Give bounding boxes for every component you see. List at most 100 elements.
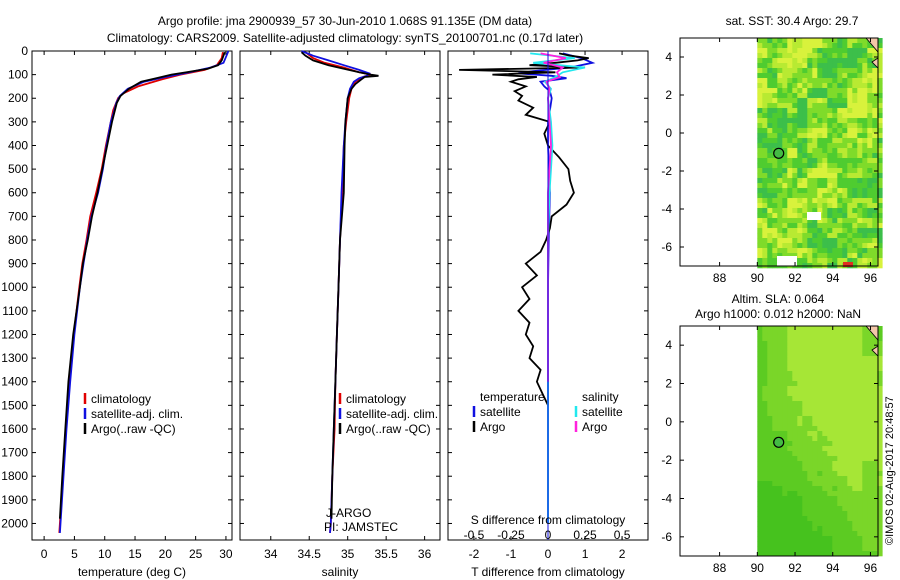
- top-axis-label: S difference from climatology: [471, 513, 626, 527]
- map-cell: [877, 451, 883, 457]
- map-cell: [807, 228, 813, 234]
- map-cell: [852, 326, 858, 332]
- map-cell: [822, 153, 828, 159]
- map-cell: [832, 456, 838, 462]
- map-cell: [782, 501, 788, 507]
- map-cell: [777, 361, 783, 367]
- map-cell: [867, 258, 873, 264]
- map-cell: [827, 128, 833, 134]
- map-cell: [802, 526, 808, 532]
- map-cell: [827, 516, 833, 522]
- map-cell: [862, 43, 868, 49]
- map-cell: [852, 381, 858, 387]
- map-cell: [862, 421, 868, 427]
- map-cell: [872, 516, 878, 522]
- map-cell: [837, 183, 843, 189]
- map-cell: [872, 336, 878, 342]
- map-cell: [857, 436, 863, 442]
- map-cell: [762, 53, 768, 59]
- map-cell: [842, 103, 848, 109]
- map-cell: [782, 203, 788, 209]
- map-missing-cell: [807, 212, 821, 220]
- map-cell: [797, 476, 803, 482]
- y-tick-label: 1400: [1, 375, 28, 389]
- map-cell: [807, 178, 813, 184]
- map-cell: [817, 501, 823, 507]
- map-cell: [852, 526, 858, 532]
- map-cell: [842, 118, 848, 124]
- map-cell: [852, 386, 858, 392]
- map-cell: [867, 238, 873, 244]
- map-cell: [832, 143, 838, 149]
- map-cell: [792, 63, 798, 69]
- map-cell: [797, 431, 803, 437]
- map-cell: [792, 223, 798, 229]
- map-cell: [792, 521, 798, 527]
- map-cell: [792, 143, 798, 149]
- map-cell: [827, 63, 833, 69]
- map-cell: [852, 531, 858, 537]
- map-cell: [757, 486, 763, 492]
- map-cell: [757, 153, 763, 159]
- map-cell: [847, 173, 853, 179]
- map-cell: [802, 326, 808, 332]
- map-cell: [767, 228, 773, 234]
- map-cell: [832, 233, 838, 239]
- map-cell: [777, 63, 783, 69]
- map-cell: [822, 233, 828, 239]
- map-cell: [797, 63, 803, 69]
- map-cell: [807, 541, 813, 547]
- map-cell: [772, 361, 778, 367]
- map-cell: [787, 531, 793, 537]
- map-cell: [842, 466, 848, 472]
- map-cell: [792, 526, 798, 532]
- map-cell: [777, 188, 783, 194]
- map-cell: [837, 178, 843, 184]
- map-cell: [842, 391, 848, 397]
- map-cell: [762, 446, 768, 452]
- map-cell: [827, 73, 833, 79]
- map-cell: [872, 98, 878, 104]
- map-cell: [802, 366, 808, 372]
- map-cell: [852, 421, 858, 427]
- map-cell: [827, 376, 833, 382]
- map-cell: [817, 336, 823, 342]
- map-cell: [867, 506, 873, 512]
- map-cell: [772, 223, 778, 229]
- map-cell: [802, 138, 808, 144]
- map-cell: [867, 331, 873, 337]
- map-cell: [877, 461, 883, 467]
- map-cell: [757, 103, 763, 109]
- map-cell: [857, 411, 863, 417]
- map-cell: [827, 193, 833, 199]
- map-cell: [802, 421, 808, 427]
- map-cell: [872, 253, 878, 259]
- map-cell: [872, 536, 878, 542]
- map-cell: [862, 426, 868, 432]
- map-cell: [822, 253, 828, 259]
- map-cell: [837, 406, 843, 412]
- map-cell: [807, 331, 813, 337]
- map-cell: [827, 356, 833, 362]
- map-cell: [792, 198, 798, 204]
- map-cell: [782, 88, 788, 94]
- map-cell: [762, 188, 768, 194]
- map-cell: [767, 426, 773, 432]
- map-cell: [762, 531, 768, 537]
- map-cell: [762, 78, 768, 84]
- map-cell: [787, 411, 793, 417]
- map-cell: [772, 213, 778, 219]
- map-cell: [822, 238, 828, 244]
- map-cell: [857, 381, 863, 387]
- map-cell: [852, 253, 858, 259]
- map-cell: [842, 193, 848, 199]
- map-cell: [822, 158, 828, 164]
- map-cell: [847, 213, 853, 219]
- map-cell: [782, 326, 788, 332]
- map-cell: [782, 446, 788, 452]
- map-cell: [807, 93, 813, 99]
- figure-title-line2: Climatology: CARS2009. Satellite-adjuste…: [107, 31, 583, 45]
- map-cell: [857, 366, 863, 372]
- map-cell: [792, 401, 798, 407]
- map-cell: [812, 436, 818, 442]
